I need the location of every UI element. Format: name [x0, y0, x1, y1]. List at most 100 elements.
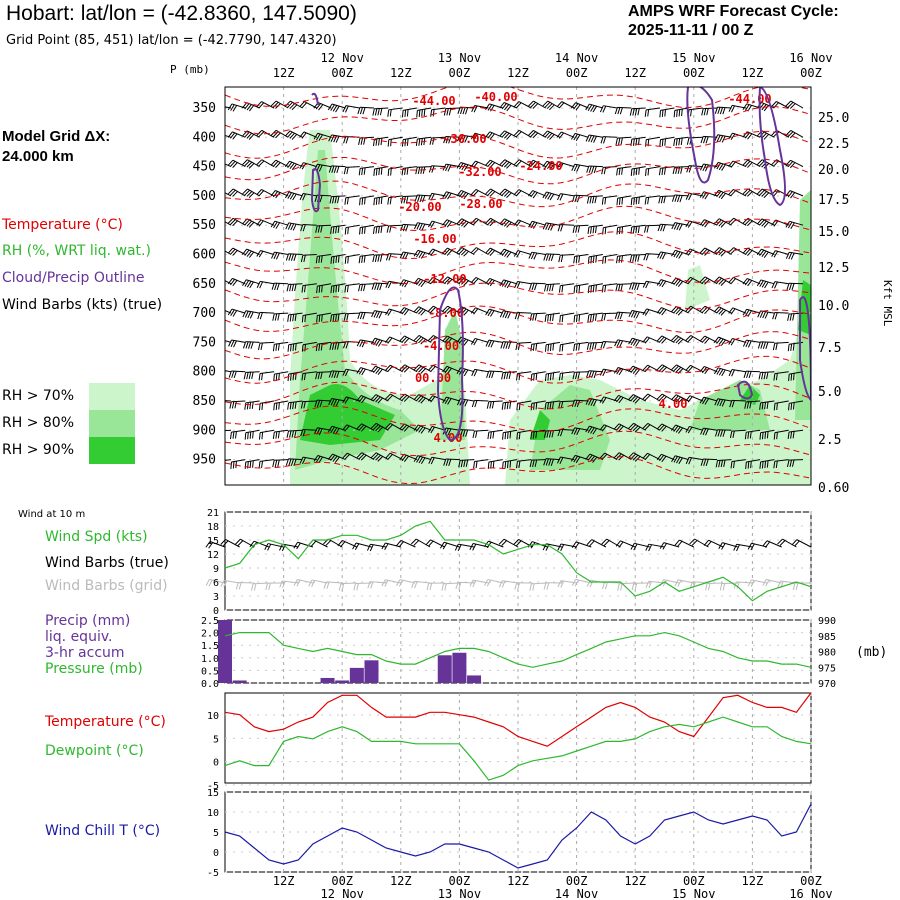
profile-wind-barb-flag	[418, 426, 424, 433]
profile-wind-barb-flag	[635, 226, 638, 234]
profile-wind-barb-flag	[616, 198, 619, 206]
top-time-tick: 12Z	[742, 66, 764, 80]
profile-wind-barb-flag	[420, 457, 426, 465]
profile-wind-barb-flag	[489, 220, 496, 227]
profile-wind-barb-flag	[516, 102, 522, 109]
profile-wind-barb-flag	[618, 227, 621, 235]
profile-wind-barb-flag	[503, 191, 510, 197]
surface-wind-barb-grid-flag	[279, 580, 283, 588]
profile-wind-barb-flag	[685, 395, 691, 402]
profile-wind-barb-flag	[278, 402, 280, 410]
profile-wind-barb-flag	[759, 219, 765, 226]
surface-wind-barb-true-flag	[703, 539, 710, 546]
profile-wind-barb-flag	[718, 368, 724, 376]
profile-wind-barb-flag	[788, 374, 790, 382]
profile-wind-barb-flag	[277, 431, 280, 439]
profile-wind-barb-flag	[251, 371, 254, 379]
precip-tick: 2.5	[201, 616, 219, 627]
precip-bar	[364, 660, 379, 683]
profile-wind-barb-flag	[343, 136, 347, 144]
isotherm-label: -20.00	[398, 200, 441, 214]
profile-wind-barb-flag	[573, 315, 576, 323]
profile-wind-barb-flag	[216, 461, 217, 468]
profile-wind-barb-flag	[448, 136, 452, 144]
profile-wind-barb-flag	[291, 104, 298, 111]
profile-wind-barb-flag	[578, 285, 581, 293]
profile-wind-barb-flag	[629, 108, 633, 116]
profile-wind-barb-flag	[745, 461, 747, 470]
profile-wind-barb-flag	[743, 370, 747, 378]
isotherm-label: -36.00	[443, 132, 486, 146]
profile-wind-barb-flag	[289, 284, 292, 292]
profile-wind-barb-flag	[444, 397, 450, 404]
profile-wind-barb-flag	[678, 252, 683, 259]
surface-wind-barb-grid-flag	[707, 583, 711, 591]
profile-wind-barb-flag	[290, 223, 295, 231]
profile-wind-barb-flag	[676, 195, 681, 203]
profile-wind-barb-flag	[635, 311, 640, 319]
profile-wind-barb-flag	[487, 432, 490, 440]
profile-wind-barb-flag	[657, 224, 661, 232]
profile-wind-barb-flag	[685, 248, 691, 255]
profile-wind-barb-flag	[304, 344, 306, 352]
profile-wind-barb-flag	[676, 223, 681, 231]
profile-wind-barb-flag	[673, 307, 679, 314]
profile-wind-barb-flag	[318, 343, 321, 351]
profile-wind-barb-flag	[456, 367, 462, 374]
profile-wind-barb-flag	[516, 160, 522, 167]
profile-wind-barb-flag	[732, 430, 735, 438]
profile-wind-barb-flag	[295, 343, 297, 351]
profile-wind-barb-flag	[358, 137, 361, 145]
profile-wind-barb-flag	[731, 369, 735, 377]
profile-wind-barb-flag	[773, 461, 776, 469]
profile-wind-barb-flag	[418, 138, 421, 146]
profile-wind-barb-flag	[272, 191, 279, 198]
profile-wind-barb-flag	[551, 284, 554, 292]
profile-wind-barb-flag	[289, 132, 295, 139]
profile-wind-barb-flag	[423, 109, 426, 117]
profile-wind-barb-flag	[586, 370, 590, 378]
profile-wind-barb-flag	[504, 432, 507, 440]
profile-wind-barb-flag	[488, 340, 492, 348]
profile-wind-barb-flag	[275, 431, 278, 439]
profile-wind-barb-flag	[463, 339, 469, 346]
profile-wind-barb-flag	[528, 130, 534, 136]
profile-wind-barb-flag	[500, 341, 504, 349]
profile-wind-barb-flag	[593, 136, 597, 143]
profile-wind-barb-flag	[446, 221, 452, 228]
profile-wind-barb-flag	[556, 456, 561, 464]
profile-wind-barb-flag	[671, 250, 676, 257]
profile-wind-barb-flag	[377, 426, 384, 433]
top-time-tick: 12Z	[273, 66, 295, 80]
profile-wind-barb-flag	[315, 225, 318, 233]
profile-wind-barb-flag	[604, 285, 607, 293]
profile-wind-barb-flag	[331, 196, 335, 204]
profile-wind-barb-flag	[573, 344, 576, 352]
bottom-date-label: 14 Nov	[555, 887, 598, 900]
profile-wind-barb-flag	[343, 167, 347, 175]
profile-wind-barb-flag	[475, 430, 478, 438]
profile-wind-barb-flag	[687, 278, 694, 284]
surface-wind-barb-grid-flag	[367, 581, 371, 589]
profile-wind-barb-flag	[628, 422, 634, 429]
surface-wind-barb-true-flag	[677, 541, 683, 547]
legend-rh80-swatch	[89, 410, 135, 437]
profile-wind-barb-flag	[385, 281, 390, 288]
bottom-time-tick: 12Z	[624, 874, 646, 888]
profile-wind-barb-flag	[661, 396, 667, 402]
profile-wind-barb-flag	[314, 195, 318, 202]
profile-wind-barb-flag	[216, 249, 221, 254]
profile-wind-barb-flag	[428, 335, 434, 341]
profile-wind-barb-flag	[416, 456, 421, 463]
profile-wind-barb-flag	[490, 340, 495, 348]
profile-wind-barb-flag	[528, 100, 534, 107]
profile-wind-barb-flag	[507, 341, 512, 349]
profile-wind-barb-flag	[228, 370, 232, 378]
profile-wind-barb-flag	[490, 461, 492, 469]
profile-wind-barb-flag	[630, 366, 636, 373]
profile-wind-barb-flag	[492, 431, 495, 439]
profile-wind-barb-flag	[422, 195, 426, 203]
profile-wind-barb-flag	[430, 396, 436, 403]
profile-wind-barb-flag	[489, 431, 492, 439]
